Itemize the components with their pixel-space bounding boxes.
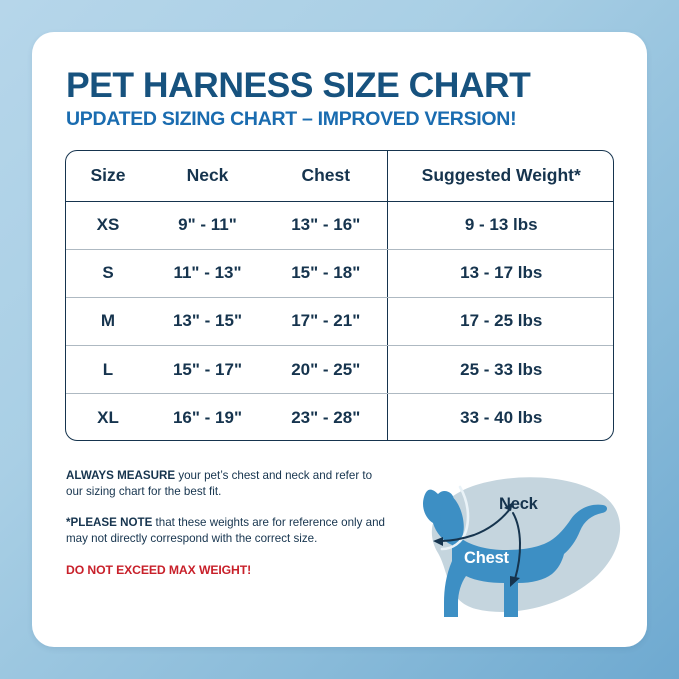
cell-chest: 20" - 25" [265,345,387,395]
cell-weight: 25 - 33 lbs [386,345,613,395]
column-header-neck: Neck [150,151,265,202]
cell-size: XS [66,201,150,250]
cell-chest: 15" - 18" [265,249,387,298]
page-title: PET HARNESS SIZE CHART [66,65,531,105]
cell-size: XL [97,408,119,428]
dog-measurement-illustration: Neck Chest [400,457,630,632]
cell-weight: 17 - 25 lbs [386,297,613,347]
cell-chest: 13" - 16" [265,201,387,250]
chest-label: Chest [464,549,509,567]
content-card: PET HARNESS SIZE CHART UPDATED SIZING CH… [32,32,647,647]
note-always-measure: ALWAYS MEASURE your pet’s chest and neck… [66,468,386,501]
table-header-row: Size Neck Chest Suggested Weight* [66,151,613,202]
dog-silhouette [423,489,608,617]
cell-weight: 33 - 40 lbs [386,393,613,440]
cell-neck: 16" - 19" [172,408,243,428]
footnotes: ALWAYS MEASURE your pet’s chest and neck… [66,468,386,579]
page-subtitle: UPDATED SIZING CHART – IMPROVED VERSION! [66,108,517,130]
cell-chest: 23" - 28" [291,408,361,428]
note-max-weight-warning: DO NOT EXCEED MAX WEIGHT! [66,562,252,577]
column-header-size: Size [66,151,150,202]
note-please-note-text: that these weights are for reference onl… [66,515,385,546]
neck-arrow-head-right [504,502,513,511]
table-row: L 15" - 17" 20" - 25" 25 - 33 lbs [66,345,613,395]
chest-measure-arrow [512,512,522,580]
dog-illustration-svg [423,477,621,617]
cell-size: L [66,345,150,395]
cell-neck: 13" - 15" [150,297,265,347]
note-always-measure-bold: ALWAYS MEASURE [66,469,176,482]
note-always-measure-text: your pet’s chest and neck and refer to o… [66,469,373,499]
table-row: XS 9" - 11" 13" - 16" 9 - 13 lbs [66,201,613,250]
cell-weight: 13 - 17 lbs [386,249,613,298]
cell-weight: 9 - 13 lbs [386,201,613,250]
table-row: S 11" - 13" 15" - 18" 13 - 17 lbs [66,249,613,298]
column-header-chest: Chest [265,151,387,202]
column-header-weight: Suggested Weight* [386,151,613,202]
neck-measure-arrow [440,508,511,542]
cell-chest: 17" - 21" [265,297,387,347]
neck-label: Neck [499,495,538,513]
size-chart-table: Size Neck Chest Suggested Weight* XS 9" … [65,150,614,441]
chest-arrow-head-bottom [510,576,520,587]
cell-size: S [66,249,150,298]
neck-arrow-head-left [433,537,443,546]
cell-neck: 15" - 17" [150,345,265,395]
dog-ear [440,495,464,542]
cell-neck: 11" - 13" [150,249,265,298]
table-row: M 13" - 15" 17" - 21" 17 - 25 lbs [66,297,613,347]
note-please-note: *PLEASE NOTE that these weights are for … [66,515,386,548]
cell-size: M [66,297,150,347]
cell-neck: 9" - 11" [150,201,265,250]
note-please-note-bold: *PLEASE NOTE [66,515,153,529]
neck-measure-loop [440,485,470,551]
table-row: XL 16" - 19" 23" - 28" 33 - 40 lbs [66,393,613,440]
